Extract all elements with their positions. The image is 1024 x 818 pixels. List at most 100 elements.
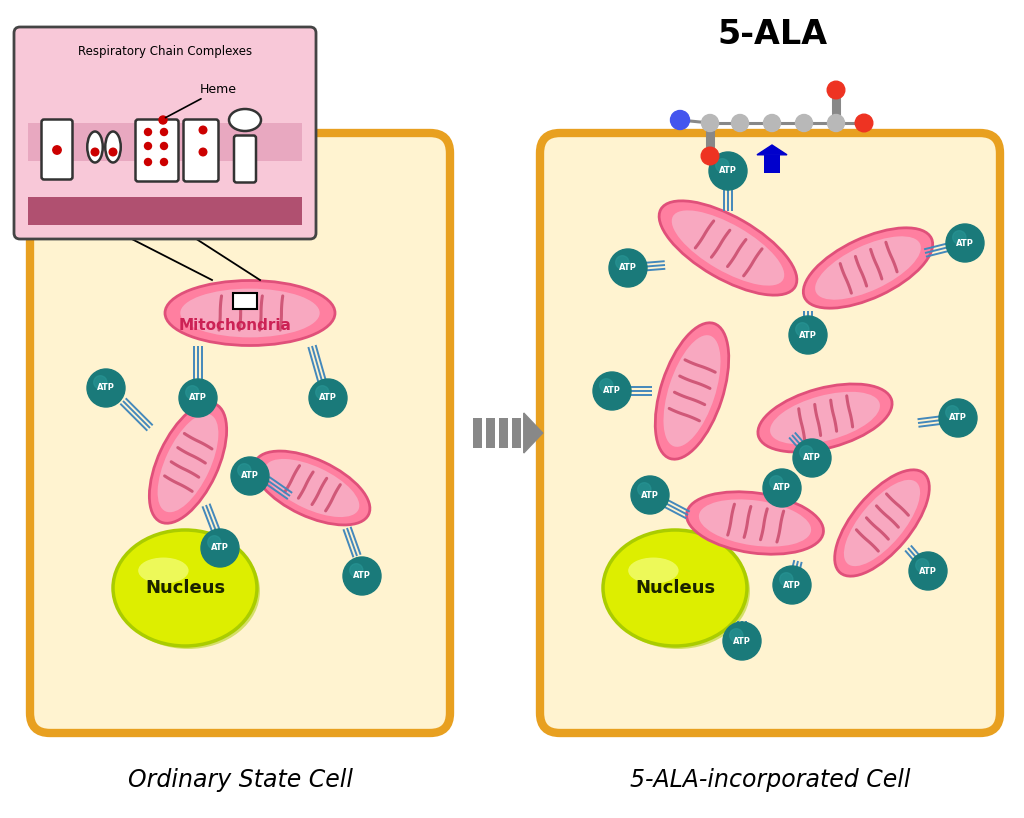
Ellipse shape	[264, 459, 359, 517]
Ellipse shape	[113, 530, 257, 646]
Circle shape	[796, 322, 809, 336]
Circle shape	[201, 529, 239, 567]
Circle shape	[593, 372, 631, 410]
Text: 5-ALA-incorporated Cell: 5-ALA-incorporated Cell	[630, 768, 910, 792]
Text: Ordinary State Cell: Ordinary State Cell	[128, 768, 352, 792]
Text: ATP: ATP	[319, 393, 337, 402]
Bar	[500, 418, 508, 448]
Circle shape	[161, 159, 168, 165]
Circle shape	[763, 469, 801, 507]
Circle shape	[709, 152, 746, 190]
Circle shape	[349, 564, 362, 577]
Text: ATP: ATP	[719, 167, 737, 176]
Circle shape	[315, 385, 329, 399]
Circle shape	[159, 116, 167, 124]
Polygon shape	[757, 145, 787, 155]
Bar	[764, 155, 780, 173]
Circle shape	[110, 148, 117, 155]
Ellipse shape	[116, 533, 260, 649]
Circle shape	[615, 256, 629, 269]
Circle shape	[671, 110, 689, 129]
Text: Respiratory Chain Complexes: Respiratory Chain Complexes	[78, 45, 252, 58]
Circle shape	[87, 369, 125, 407]
Text: ATP: ATP	[773, 483, 791, 492]
Ellipse shape	[655, 323, 729, 459]
Text: Nucleus: Nucleus	[145, 579, 225, 597]
Ellipse shape	[803, 228, 933, 308]
Circle shape	[161, 142, 168, 150]
Circle shape	[179, 379, 217, 417]
Bar	[512, 418, 521, 448]
Circle shape	[915, 559, 929, 572]
Ellipse shape	[844, 480, 921, 566]
Ellipse shape	[138, 558, 188, 584]
Text: Mitochondria: Mitochondria	[178, 318, 292, 333]
Circle shape	[231, 457, 269, 495]
Ellipse shape	[672, 210, 784, 285]
Bar	[486, 418, 495, 448]
Circle shape	[779, 573, 793, 586]
Circle shape	[796, 115, 812, 132]
Ellipse shape	[659, 201, 797, 295]
Circle shape	[827, 81, 845, 99]
Circle shape	[773, 566, 811, 604]
Text: ATP: ATP	[189, 393, 207, 402]
Circle shape	[800, 446, 813, 459]
Circle shape	[208, 536, 221, 549]
Ellipse shape	[758, 384, 892, 452]
FancyBboxPatch shape	[183, 119, 218, 182]
Circle shape	[764, 115, 780, 132]
Circle shape	[855, 115, 872, 132]
Circle shape	[600, 379, 613, 392]
Text: ATP: ATP	[641, 491, 658, 500]
Text: ATP: ATP	[949, 414, 967, 423]
Text: ATP: ATP	[733, 636, 751, 645]
Circle shape	[701, 147, 719, 164]
Circle shape	[144, 159, 152, 165]
Circle shape	[91, 148, 98, 155]
Text: ATP: ATP	[920, 567, 937, 576]
Circle shape	[609, 249, 647, 287]
Text: ATP: ATP	[956, 239, 974, 248]
Ellipse shape	[105, 132, 121, 163]
Ellipse shape	[606, 533, 750, 649]
Circle shape	[161, 128, 168, 136]
Text: Heme: Heme	[166, 83, 237, 118]
Ellipse shape	[603, 530, 746, 646]
Ellipse shape	[835, 470, 930, 576]
FancyBboxPatch shape	[42, 119, 73, 179]
Ellipse shape	[229, 109, 261, 131]
Ellipse shape	[628, 558, 679, 584]
Bar	[28, 197, 302, 225]
Circle shape	[731, 115, 749, 132]
Circle shape	[827, 115, 845, 132]
Circle shape	[309, 379, 347, 417]
Text: Nucleus: Nucleus	[635, 579, 715, 597]
Ellipse shape	[180, 289, 319, 337]
Text: ATP: ATP	[803, 453, 821, 462]
Circle shape	[200, 148, 207, 155]
Circle shape	[909, 552, 947, 590]
Circle shape	[793, 439, 831, 477]
FancyBboxPatch shape	[234, 136, 256, 182]
FancyBboxPatch shape	[14, 27, 316, 239]
Text: ATP: ATP	[620, 263, 637, 272]
Circle shape	[770, 475, 783, 489]
Text: ATP: ATP	[211, 543, 229, 552]
Circle shape	[144, 142, 152, 150]
Circle shape	[631, 476, 669, 514]
Text: ATP: ATP	[353, 572, 371, 581]
Ellipse shape	[87, 132, 102, 163]
Ellipse shape	[699, 499, 811, 546]
Polygon shape	[523, 413, 543, 453]
Bar	[473, 418, 481, 448]
Text: ATP: ATP	[783, 581, 801, 590]
Circle shape	[93, 375, 106, 389]
Text: 5-ALA: 5-ALA	[717, 18, 827, 51]
Ellipse shape	[815, 236, 921, 299]
Circle shape	[730, 629, 743, 642]
Circle shape	[53, 146, 61, 155]
Circle shape	[945, 406, 958, 419]
Ellipse shape	[158, 414, 218, 512]
Ellipse shape	[150, 402, 226, 524]
